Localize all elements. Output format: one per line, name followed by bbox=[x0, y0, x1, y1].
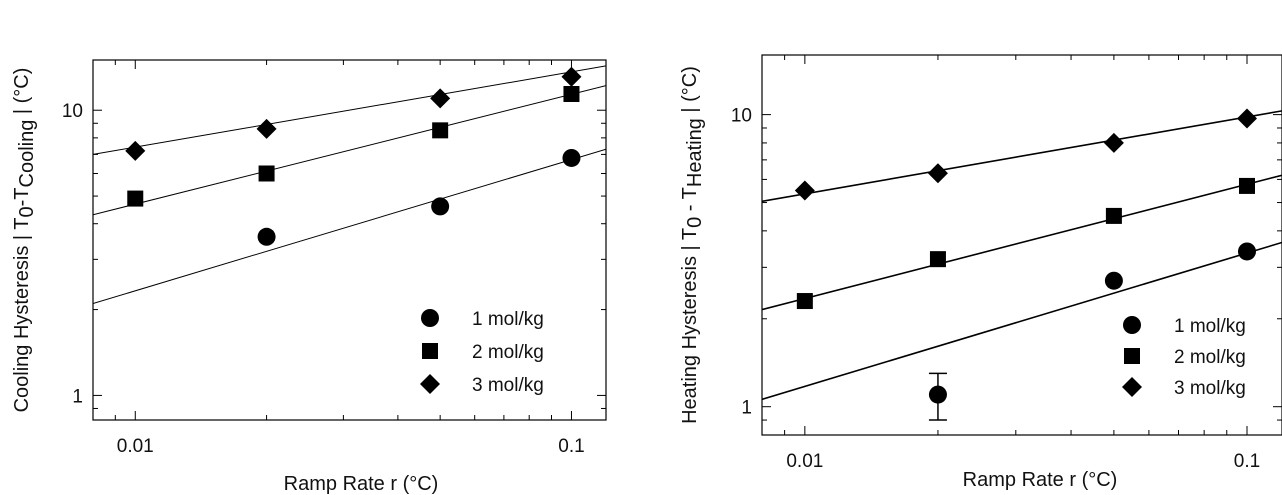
fit-line bbox=[93, 65, 606, 155]
y-axis-title-part: Heating Hysteresis | T bbox=[679, 228, 701, 424]
x-tick-label: 0.1 bbox=[558, 436, 584, 457]
y-axis-title-subscript: Cooling bbox=[16, 120, 38, 188]
data-point bbox=[794, 180, 815, 201]
legend-marker bbox=[1124, 348, 1140, 364]
axis-ticks bbox=[92, 60, 606, 420]
legend: 1 mol/kg 2 mol/kg 3 mol/kg bbox=[1122, 316, 1246, 399]
data-point bbox=[258, 165, 275, 182]
legend-label: 2 mol/kg bbox=[472, 342, 544, 363]
data-point bbox=[1236, 108, 1257, 129]
x-axis-title: Ramp Rate r (°C) bbox=[284, 473, 439, 495]
legend: 1 mol/kg 2 mol/kg 3 mol/kg bbox=[420, 309, 544, 396]
legend-marker bbox=[421, 309, 439, 327]
legend-marker bbox=[1122, 377, 1142, 397]
data-point bbox=[1104, 271, 1123, 290]
fit-line bbox=[762, 174, 1282, 311]
y-axis-title-subscript: 0 bbox=[684, 217, 706, 228]
legend-label: 3 mol/kg bbox=[1174, 378, 1246, 399]
data-point bbox=[1105, 207, 1122, 224]
legend-label: 2 mol/kg bbox=[1174, 347, 1246, 368]
y-tick-label: 10 bbox=[731, 106, 752, 127]
data-point bbox=[432, 122, 449, 139]
fit-line bbox=[762, 110, 1282, 203]
series-diamond bbox=[125, 66, 582, 161]
series-circle bbox=[257, 148, 581, 246]
series-square bbox=[796, 177, 1255, 310]
series-diamond bbox=[794, 108, 1257, 201]
fit-line bbox=[93, 148, 606, 305]
fit-line bbox=[762, 241, 1282, 401]
y-axis-title-part: - T bbox=[679, 187, 701, 217]
data-point bbox=[561, 66, 582, 87]
legend-marker bbox=[422, 343, 438, 359]
y-axis-title: Heating Hysteresis | T0 - THeating | (°C… bbox=[679, 66, 706, 424]
legend-marker bbox=[420, 374, 440, 394]
legend-label: 1 mol/kg bbox=[1174, 316, 1246, 337]
axis-ticks bbox=[761, 55, 1282, 436]
data-point bbox=[1238, 177, 1255, 194]
data-point bbox=[257, 227, 276, 246]
x-tick-label: 0.01 bbox=[786, 451, 823, 472]
series-square bbox=[127, 85, 580, 207]
y-axis-title: Cooling Hysteresis | T0-TCooling | (°C) bbox=[11, 68, 38, 413]
fit-line bbox=[93, 85, 606, 216]
y-tick-label: 1 bbox=[72, 386, 83, 407]
legend-label: 3 mol/kg bbox=[472, 375, 544, 396]
y-axis-title-part: | (°C) bbox=[679, 66, 701, 118]
x-axis-title: Ramp Rate r (°C) bbox=[963, 469, 1118, 491]
y-axis-title-subscript: 0 bbox=[16, 206, 38, 217]
data-point bbox=[929, 251, 946, 268]
data-point bbox=[125, 140, 146, 161]
y-axis-title-part: Cooling Hysteresis | T bbox=[11, 218, 33, 413]
data-point bbox=[430, 88, 451, 109]
y-axis-title-part: | (°C) bbox=[11, 68, 33, 120]
data-point bbox=[563, 85, 580, 102]
plot-frame bbox=[92, 59, 607, 421]
data-point bbox=[928, 385, 947, 404]
chart-panel-1: 0.01 0.1 1 10 Ramp Rate r (°C) Cooling Hyster… bbox=[11, 59, 607, 495]
legend-marker bbox=[1123, 316, 1141, 334]
fit-lines bbox=[93, 65, 606, 305]
x-tick-label: 0.01 bbox=[117, 436, 154, 457]
data-point bbox=[127, 190, 144, 207]
data-point bbox=[562, 148, 581, 167]
x-tick-label: 0.1 bbox=[1234, 451, 1260, 472]
data-point bbox=[431, 197, 450, 216]
data-point bbox=[927, 163, 948, 184]
fit-lines bbox=[762, 110, 1282, 401]
y-axis-title-subscript: Heating bbox=[684, 118, 706, 187]
y-tick-label: 10 bbox=[62, 101, 83, 122]
y-tick-label: 1 bbox=[741, 398, 752, 419]
data-point bbox=[1103, 132, 1124, 153]
legend-label: 1 mol/kg bbox=[472, 309, 544, 330]
data-point bbox=[256, 118, 277, 139]
data-point bbox=[1237, 242, 1256, 261]
y-axis-title-part: -T bbox=[11, 187, 33, 206]
data-point bbox=[796, 293, 813, 310]
chart-panel-2: 0.01 0.1 1 10 Ramp Rate r (°C) Heating Hyster… bbox=[679, 54, 1282, 491]
series-circle bbox=[928, 242, 1256, 404]
plot-frame bbox=[761, 54, 1282, 436]
